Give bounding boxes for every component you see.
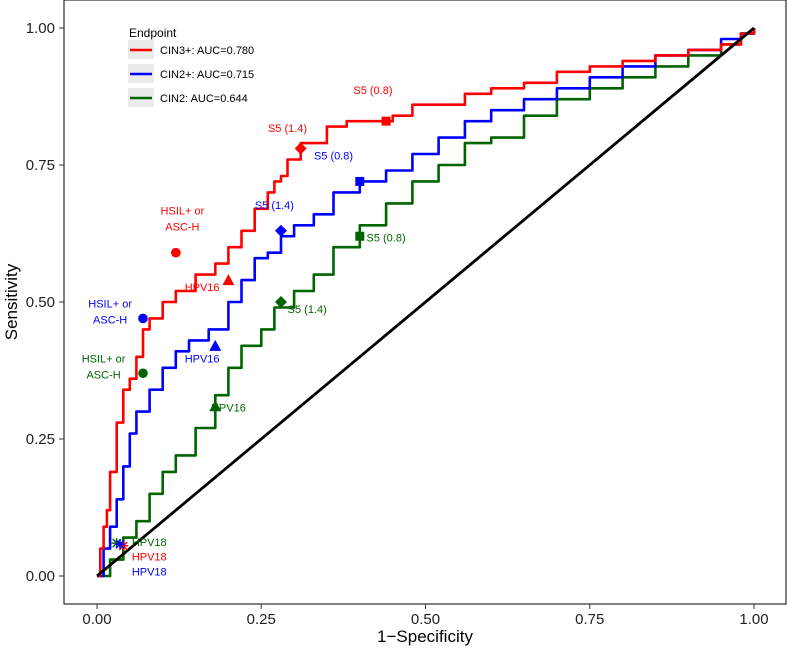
marker-diamond bbox=[274, 296, 287, 308]
legend: Endpoint CIN3+: AUC=0.780 CIN2+: AUC=0.7… bbox=[128, 26, 254, 107]
legend-title: Endpoint bbox=[129, 26, 177, 40]
x-tick-label: 0.75 bbox=[575, 611, 604, 628]
annotation-line: HPV16 bbox=[185, 282, 220, 294]
legend-label: CIN2+: AUC=0.715 bbox=[160, 69, 254, 81]
annotation-label: HPV16 bbox=[211, 403, 246, 415]
y-tick-label: 1.00 bbox=[26, 20, 55, 37]
annotation-line: HPV18 bbox=[132, 566, 167, 578]
annotation-label: S5 (0.8) bbox=[353, 85, 392, 97]
marker-triangle bbox=[209, 339, 222, 351]
annotation-label: HSIL+ or ASC-H bbox=[88, 298, 132, 326]
marker-square bbox=[381, 116, 391, 126]
legend-label: CIN3+: AUC=0.780 bbox=[160, 45, 254, 57]
marker-triangle bbox=[209, 400, 222, 412]
annotation-line: S5 (0.8) bbox=[367, 233, 406, 245]
annotation-line: S5 (1.4) bbox=[255, 200, 294, 212]
axes: 0.00 0.25 0.50 0.75 1.00 0.00 0.25 0.50 0.75 1.00 bbox=[26, 20, 769, 628]
y-tick-label: 0.50 bbox=[26, 294, 55, 311]
annotation-label: HPV18 bbox=[132, 537, 167, 549]
annotation-label: HPV16 bbox=[185, 282, 220, 294]
annotation-label: S5 (1.4) bbox=[255, 200, 294, 212]
x-tick-label: 1.00 bbox=[739, 611, 768, 628]
annotation-label: S5 (0.8) bbox=[367, 233, 406, 245]
annotation-line: HPV16 bbox=[211, 403, 246, 415]
annotation-line: ASC-H bbox=[93, 314, 127, 326]
annotation-label: S5 (0.8) bbox=[314, 151, 353, 163]
marker-diamond bbox=[294, 142, 307, 155]
annotation-label: HSIL+ or ASC-H bbox=[161, 205, 205, 233]
series-line-cin3-plus bbox=[97, 28, 756, 578]
annotation-label: HPV18 bbox=[132, 552, 167, 564]
annotation-label: HSIL+ or ASC-H bbox=[82, 353, 126, 381]
reference-diagonal-line bbox=[96, 26, 755, 578]
annotation-line: ASC-H bbox=[165, 221, 199, 233]
y-axis-title: Sensitivity bbox=[2, 263, 21, 340]
annotation-line: HPV16 bbox=[185, 353, 220, 365]
annotation-line: HPV18 bbox=[132, 552, 167, 564]
x-tick-label: 0.50 bbox=[411, 611, 440, 628]
x-axis-title: 1−Specificity bbox=[377, 627, 473, 646]
annotation-line: ASC-H bbox=[86, 369, 120, 381]
marker-triangle bbox=[222, 274, 235, 286]
annotation-line: HSIL+ or bbox=[82, 353, 126, 365]
series-lines bbox=[96, 26, 756, 578]
y-tick-label: 0.00 bbox=[26, 568, 55, 585]
marker-square bbox=[355, 231, 365, 241]
marker-square bbox=[355, 176, 365, 186]
marker-circle bbox=[171, 247, 181, 258]
annotation-label: S5 (1.4) bbox=[268, 123, 307, 135]
annotation-label: S5 (1.4) bbox=[288, 304, 327, 316]
marker-circle bbox=[138, 368, 148, 379]
marker-star bbox=[114, 539, 125, 550]
annotation-label: HPV18 bbox=[132, 566, 167, 578]
annotation-line: S5 (1.4) bbox=[268, 123, 307, 135]
annotation-line: S5 (1.4) bbox=[288, 304, 327, 316]
marker-diamond bbox=[274, 224, 287, 237]
legend-label: CIN2: AUC=0.644 bbox=[160, 93, 248, 105]
annotation-line: HSIL+ or bbox=[161, 205, 205, 217]
y-tick-label: 0.75 bbox=[26, 157, 55, 174]
x-tick-label: 0.00 bbox=[82, 611, 111, 628]
marker-circle bbox=[138, 313, 148, 324]
x-tick-label: 0.25 bbox=[247, 611, 276, 628]
annotation-line: HPV18 bbox=[132, 537, 167, 549]
y-tick-label: 0.25 bbox=[26, 431, 55, 448]
marker-star-stroke bbox=[115, 539, 125, 549]
series-line-cin2-plus bbox=[97, 28, 756, 578]
annotation-label: HPV16 bbox=[185, 353, 220, 365]
annotation-line: S5 (0.8) bbox=[353, 85, 392, 97]
annotation-line: S5 (0.8) bbox=[314, 151, 353, 163]
annotation-line: HSIL+ or bbox=[88, 298, 132, 310]
series-markers: HSIL+ or ASC-H HPV16 S5 (1.4) S5 (0.8) HSIL+ … bbox=[82, 85, 406, 579]
